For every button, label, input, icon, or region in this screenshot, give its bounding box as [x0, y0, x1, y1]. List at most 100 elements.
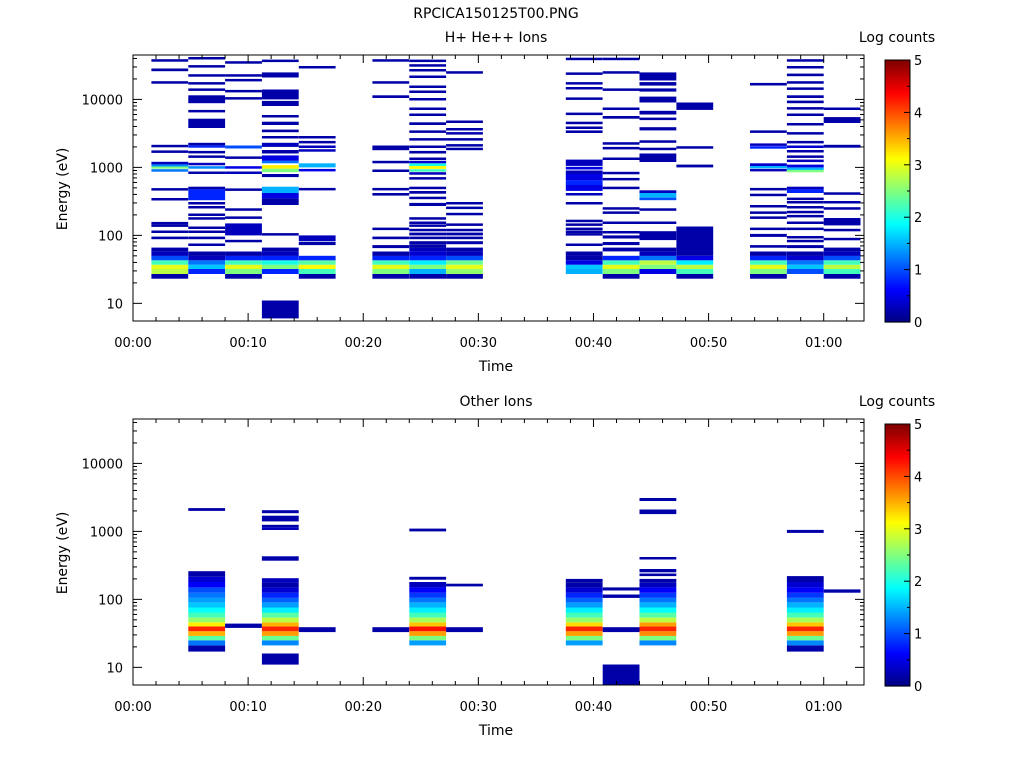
- heatmap-cell: [565, 230, 603, 233]
- x-tick-label: 00:50: [690, 700, 727, 715]
- heatmap-cell: [602, 664, 640, 685]
- colorbar-segment: [885, 430, 910, 434]
- colorbar-segment: [885, 123, 910, 127]
- heatmap-cell: [298, 235, 336, 242]
- colorbar-segment: [885, 432, 910, 436]
- colorbar-segment: [885, 517, 910, 521]
- heatmap-cell: [188, 576, 226, 582]
- heatmap-cell: [261, 635, 299, 641]
- heatmap-cell: [298, 260, 336, 265]
- heatmap-cell: [225, 145, 262, 149]
- colorbar-segment: [885, 557, 910, 560]
- heatmap-cell: [225, 623, 262, 628]
- colorbar-segment: [885, 77, 910, 81]
- heatmap-cell: [786, 582, 824, 588]
- heatmap-cell: [639, 193, 677, 198]
- colorbar-segment: [885, 317, 910, 321]
- heatmap-cell: [372, 95, 410, 98]
- heatmap-cell: [151, 264, 189, 269]
- colorbar-segment: [885, 145, 910, 148]
- colorbar-segment: [885, 579, 910, 582]
- colorbar-segment: [885, 232, 910, 236]
- heatmap-cell: [151, 188, 189, 191]
- heatmap-cell: [188, 251, 226, 256]
- heatmap-cell: [786, 100, 824, 104]
- heatmap-cell: [261, 89, 299, 100]
- colorbar-segment: [885, 677, 910, 681]
- heatmap-cell: [750, 274, 787, 279]
- heatmap-cell: [409, 150, 447, 154]
- heatmap-cell: [151, 198, 189, 201]
- heatmap-cell: [639, 640, 677, 646]
- heatmap-cell: [151, 164, 189, 167]
- heatmap-cell: [823, 117, 861, 123]
- heatmap-cell: [261, 556, 299, 561]
- colorbar-segment: [885, 114, 910, 118]
- colorbar-segment: [885, 585, 910, 589]
- heatmap-cell: [188, 155, 226, 158]
- heatmap-cell: [409, 640, 447, 646]
- heatmap-cell: [786, 221, 824, 224]
- heatmap-cell: [565, 166, 603, 170]
- colorbar-segment: [885, 426, 910, 429]
- heatmap-cell: [188, 189, 226, 201]
- x-tick-label: 00:00: [114, 700, 151, 715]
- heatmap-cell: [225, 166, 262, 169]
- heatmap-cell: [750, 216, 787, 219]
- heatmap-cell: [750, 233, 787, 237]
- heatmap-cell: [409, 138, 447, 141]
- heatmap-cell: [188, 65, 226, 68]
- heatmap-cell: [602, 157, 640, 160]
- colorbar-segment: [885, 223, 910, 227]
- heatmap-cell: [409, 576, 447, 580]
- colorbar-segment: [885, 482, 910, 486]
- colorbar-segment: [885, 199, 910, 203]
- colorbar-segment: [885, 509, 910, 512]
- heatmap-cell: [446, 128, 483, 131]
- heatmap-cell: [786, 73, 824, 77]
- heatmap-cell: [786, 236, 824, 239]
- heatmap-cell: [786, 167, 824, 170]
- heatmap-cell: [565, 97, 603, 100]
- heatmap-cell: [188, 74, 226, 77]
- heatmap-cell: [676, 260, 714, 265]
- heatmap-cell: [446, 264, 483, 269]
- colorbar-segment: [885, 485, 910, 488]
- heatmap-cell: [409, 236, 447, 240]
- heatmap-cell: [151, 236, 189, 240]
- colorbar-segment: [885, 450, 910, 453]
- heatmap-cell: [565, 597, 603, 603]
- heatmap-cell: [225, 89, 262, 93]
- heatmap-cell: [786, 132, 824, 135]
- heatmap-cell: [446, 260, 483, 265]
- heatmap-cell: [372, 274, 410, 279]
- heatmap-cell: [188, 607, 226, 613]
- colorbar-segment: [885, 81, 910, 85]
- heatmap-cell: [823, 247, 861, 252]
- x-tick-label: 00:10: [229, 336, 266, 351]
- heatmap-cell: [372, 160, 410, 164]
- colorbar-segment: [885, 256, 910, 260]
- y-tick-label: 100: [98, 593, 123, 608]
- colorbar-segment: [885, 75, 910, 79]
- heatmap-cell: [639, 251, 677, 256]
- heatmap-cell: [823, 251, 861, 256]
- colorbar-segment: [885, 618, 910, 622]
- colorbar-segment: [885, 79, 910, 83]
- heatmap-cell: [188, 145, 226, 148]
- heatmap-cell: [602, 269, 640, 274]
- colorbar-segment: [885, 655, 910, 659]
- heatmap-cell: [261, 617, 299, 623]
- heatmap-cell: [409, 64, 447, 67]
- heatmap-cell: [786, 113, 824, 116]
- heatmap-cell: [446, 206, 483, 210]
- heatmap-cell: [639, 269, 677, 274]
- colorbar-segment: [885, 193, 910, 196]
- colorbar-segment: [885, 478, 910, 482]
- heatmap-cell: [786, 107, 824, 110]
- heatmap-cell: [188, 260, 226, 265]
- colorbar-segment: [885, 273, 910, 277]
- figure-title: RPCICA150125T00.PNG: [413, 6, 578, 22]
- heatmap-cell: [639, 582, 677, 588]
- heatmap-cell: [409, 602, 447, 608]
